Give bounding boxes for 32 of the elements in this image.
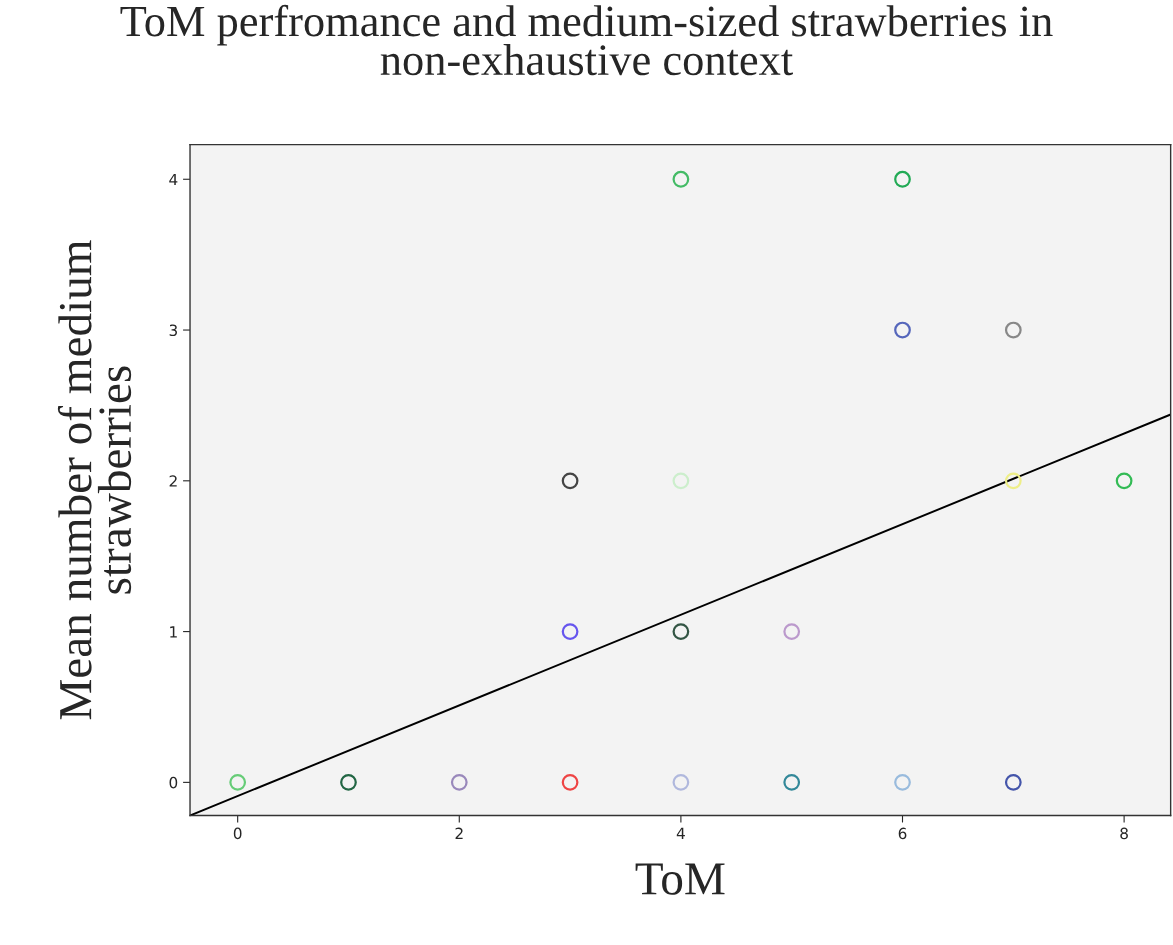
point bbox=[229, 773, 247, 791]
y-tick-label: 2 bbox=[169, 475, 177, 487]
point bbox=[672, 170, 690, 188]
point bbox=[1115, 472, 1133, 490]
y-tick-label: 3 bbox=[169, 324, 177, 337]
point bbox=[561, 472, 579, 490]
x-tick-label: 0 bbox=[233, 827, 242, 840]
y-axis-title: Mean number of medium strawberries bbox=[57, 240, 132, 720]
y-tick-label: 0 bbox=[169, 776, 178, 789]
chart-title: ToM perfromance and medium-sized strawberries in non-exhaustive context bbox=[120, 4, 1053, 76]
point bbox=[783, 773, 801, 791]
point bbox=[561, 773, 579, 791]
x-axis-title: ToM bbox=[635, 863, 725, 895]
point bbox=[894, 773, 911, 791]
point bbox=[1004, 321, 1022, 339]
point bbox=[340, 773, 357, 791]
x-tick-label: 8 bbox=[1120, 827, 1128, 840]
point bbox=[561, 623, 579, 640]
point bbox=[450, 773, 468, 791]
point bbox=[783, 623, 801, 640]
y-tick-label: 4 bbox=[169, 173, 178, 186]
x-tick-label: 6 bbox=[898, 827, 907, 840]
point bbox=[894, 321, 911, 339]
point bbox=[1004, 773, 1022, 791]
point bbox=[672, 773, 690, 791]
y-tick-label: 1 bbox=[170, 626, 177, 638]
x-tick-label: 2 bbox=[455, 827, 463, 839]
point bbox=[672, 472, 690, 490]
point bbox=[894, 170, 911, 188]
point bbox=[1004, 472, 1022, 490]
point bbox=[672, 623, 690, 640]
x-tick-label: 4 bbox=[676, 827, 685, 839]
